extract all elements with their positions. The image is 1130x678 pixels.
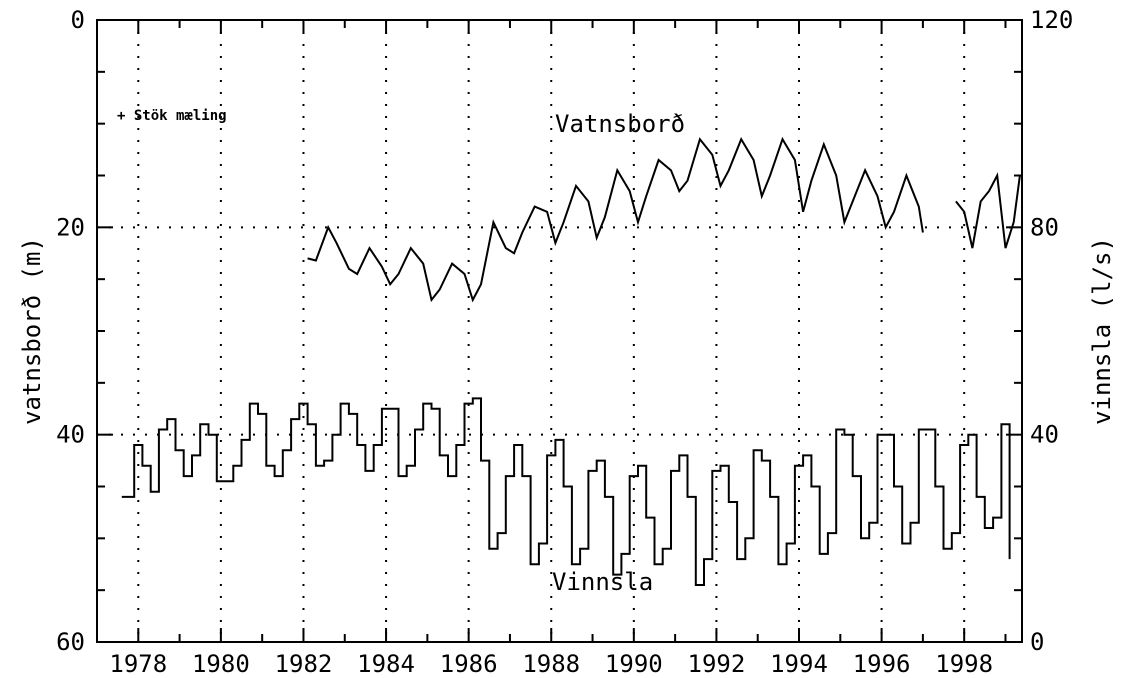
series-vatnsbord-line-1 [955,172,1021,249]
annotation-stok-maeling: + Stök mæling [117,108,227,124]
x-tick-label: 1998 [935,650,993,678]
y-left-tick-label: 40 [56,421,85,449]
y-axis-left-title: vatnsborð (m) [18,237,46,425]
x-tick-label: 1986 [440,650,498,678]
x-tick-label: 1996 [853,650,911,678]
y-left-tick-label: 0 [71,6,85,34]
x-tick-label: 1994 [770,650,828,678]
series-vinnsla-line-0 [121,397,1011,586]
x-tick-label: 1990 [605,650,663,678]
y-left-tick-label: 60 [56,628,85,656]
y-axis-right-title: vinnsla (l/s) [1088,237,1116,425]
y-left-tick-label: 20 [56,213,85,241]
series-vatnsbord-line-0 [307,136,924,303]
y-right-tick-label: 120 [1030,6,1073,34]
y-right-tick-label: 40 [1030,421,1059,449]
y-right-tick-label: 80 [1030,213,1059,241]
x-tick-label: 1980 [192,650,250,678]
x-tick-label: 1992 [688,650,746,678]
x-tick-label: 1988 [522,650,580,678]
series-layer [121,136,1021,586]
y-right-tick-label: 0 [1030,628,1044,656]
tick-layer [97,19,1022,643]
series-label-vatnsbord: Vatnsborð [555,110,685,138]
x-tick-label: 1984 [357,650,415,678]
x-tick-label: 1982 [275,650,333,678]
label-layer: 1978 1980 1982 1984 1986 1988 1990 1992 1994 1996… [56,6,1073,678]
x-tick-label: 1978 [109,650,167,678]
series-label-vinnsla: Vinnsla [552,568,653,596]
